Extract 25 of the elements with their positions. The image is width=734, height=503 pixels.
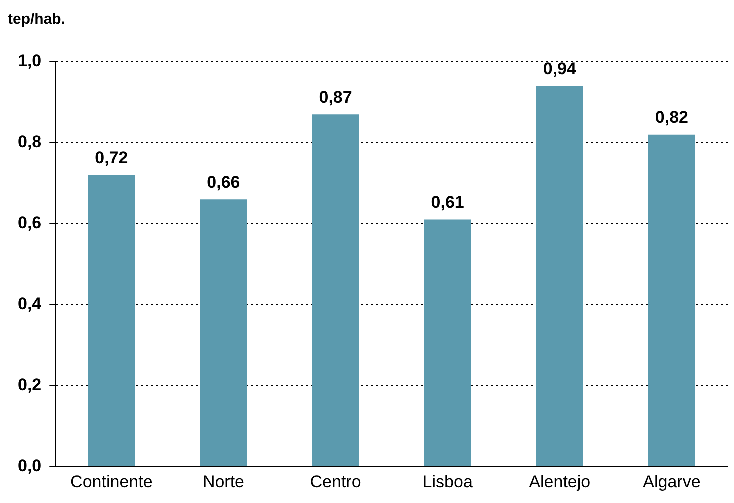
x-tick-label: Norte bbox=[202, 472, 245, 492]
y-tick-label: 1,0 bbox=[18, 52, 42, 71]
y-axis-title: tep/hab. bbox=[8, 11, 66, 28]
bar bbox=[648, 134, 696, 466]
x-tick-label: Algarve bbox=[643, 472, 701, 492]
bar bbox=[424, 220, 472, 466]
data-label: 0,87 bbox=[319, 88, 352, 107]
x-tick-label: Alentejo bbox=[529, 472, 591, 492]
y-tick-label: 0,0 bbox=[18, 456, 42, 476]
data-label: 0,94 bbox=[543, 59, 577, 78]
x-tick-label: Continente bbox=[70, 472, 153, 492]
bar bbox=[536, 86, 584, 466]
y-tick-label: 0,2 bbox=[18, 375, 42, 394]
x-tick-label: Lisboa bbox=[422, 472, 474, 492]
y-tick-label: 0,6 bbox=[18, 214, 42, 233]
bar bbox=[88, 175, 136, 466]
x-tick-label: Centro bbox=[310, 472, 362, 492]
data-label: 0,61 bbox=[431, 192, 464, 212]
data-label: 0,82 bbox=[655, 108, 689, 128]
bar bbox=[312, 114, 360, 466]
y-tick-label: 0,4 bbox=[18, 294, 42, 314]
data-label: 0,66 bbox=[207, 172, 240, 192]
bar bbox=[200, 200, 248, 466]
data-label: 0,72 bbox=[95, 148, 128, 168]
y-tick-label: 0,8 bbox=[18, 132, 42, 152]
